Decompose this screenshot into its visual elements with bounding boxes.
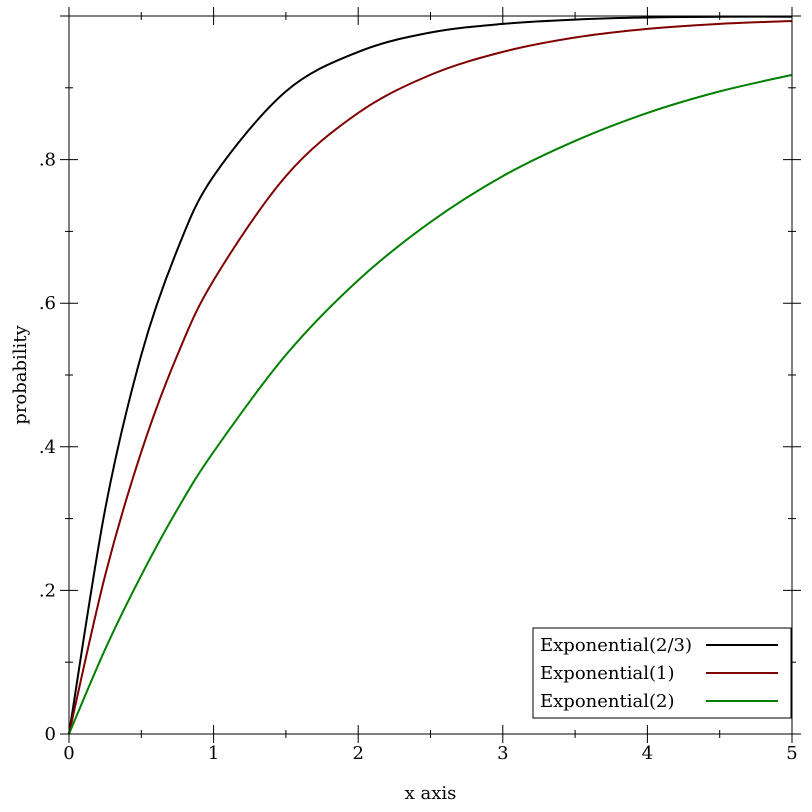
- labels-layer: 0 1 2 3 4 5 0 .2 .4 .6 .8: [39, 150, 798, 764]
- legend-label: Exponential(2/3): [540, 635, 692, 656]
- series-layer: [68, 15, 793, 735]
- legend-label: Exponential(1): [540, 663, 674, 684]
- x-tick-label: 3: [497, 743, 508, 764]
- x-tick-label: 1: [208, 743, 219, 764]
- legend: Exponential(2/3) Exponential(1) Exponentia…: [532, 627, 792, 719]
- series-line-2: [68, 73, 793, 735]
- x-tick-label: 2: [352, 743, 363, 764]
- y-tick-label: .6: [39, 293, 56, 314]
- x-axis-label: x axis: [405, 783, 457, 804]
- x-tick-label: 5: [786, 743, 797, 764]
- y-tick-label: .4: [39, 437, 56, 458]
- y-tick-label: 0: [45, 724, 56, 745]
- x-tick-label: 4: [642, 743, 653, 764]
- series-line-0: [68, 15, 793, 735]
- x-tick-label: 0: [63, 743, 74, 764]
- y-tick-label: .8: [39, 150, 56, 171]
- y-tick-label: .2: [39, 580, 56, 601]
- legend-label: Exponential(2): [540, 691, 674, 712]
- series-line-1: [68, 20, 793, 735]
- y-axis-label: probability: [10, 324, 31, 424]
- plot-frame: [68, 15, 793, 735]
